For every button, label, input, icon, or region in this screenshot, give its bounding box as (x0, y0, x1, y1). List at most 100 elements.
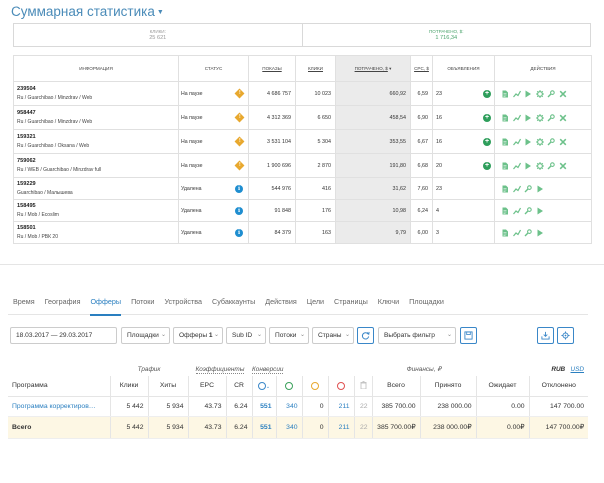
filter-offers[interactable]: Офферы 1 ⌄ (173, 327, 223, 344)
col-spent[interactable]: ПОТРАЧЕНО, $ ▾ (335, 55, 411, 82)
save-filter-button[interactable] (460, 327, 477, 344)
col-total[interactable]: Всего (371, 376, 421, 397)
stats-chart-icon[interactable] (512, 90, 521, 98)
wrench-icon[interactable] (524, 228, 532, 237)
tab-6[interactable]: Действия (265, 297, 297, 306)
wrench-icon[interactable] (547, 113, 555, 122)
gear-icon[interactable] (535, 161, 544, 170)
export-button[interactable] (537, 327, 554, 344)
col-conv-all[interactable]: ⌄ (251, 376, 276, 397)
title-dropdown-caret-icon[interactable]: ▼ (156, 9, 164, 16)
play-icon[interactable] (524, 90, 532, 98)
cell-conv-rej[interactable]: 211 (327, 396, 355, 417)
total-conv-all[interactable]: 551 (251, 416, 276, 439)
stats-chart-icon[interactable] (512, 207, 521, 215)
currency-usd[interactable]: USD (570, 365, 585, 373)
choose-filter-select[interactable]: Выбрать фильтр ⌄ (378, 327, 456, 344)
campaign-id[interactable]: 239504 (17, 86, 36, 92)
gear-icon[interactable] (535, 137, 544, 146)
info-icon[interactable]: i (235, 228, 243, 237)
gear-icon[interactable] (535, 113, 544, 122)
settings-button[interactable] (557, 327, 574, 344)
add-ad-button[interactable]: + (483, 161, 491, 170)
add-ad-button[interactable]: + (483, 137, 491, 146)
warning-icon[interactable]: ! (234, 112, 245, 122)
filter-platforms[interactable]: Площадки ⌄ (121, 327, 170, 344)
wrench-icon[interactable] (547, 161, 555, 170)
play-icon[interactable] (524, 162, 532, 170)
program-link[interactable]: Программа корректиров… (8, 396, 110, 417)
total-conv-rej[interactable]: 211 (327, 416, 355, 439)
play-icon[interactable] (536, 185, 544, 193)
filter-countries[interactable]: Страны ⌄ (312, 327, 354, 344)
add-ad-button[interactable]: + (483, 89, 491, 98)
col-clicks[interactable]: Клики (109, 376, 148, 397)
col-impressions[interactable]: ПОКАЗЫ (248, 55, 296, 82)
gear-icon[interactable] (535, 89, 544, 98)
col-hits[interactable]: Хиты (147, 376, 188, 397)
stats-chart-icon[interactable] (512, 229, 521, 237)
warning-icon[interactable]: ! (234, 88, 245, 98)
document-icon[interactable] (501, 229, 509, 237)
info-icon[interactable]: i (235, 184, 243, 193)
tab-4[interactable]: Устройства (164, 297, 203, 306)
tab-9[interactable]: Ключи (377, 297, 400, 306)
tab-8[interactable]: Страницы (334, 297, 368, 306)
document-icon[interactable] (501, 185, 509, 193)
col-pending[interactable]: Ожидает (475, 376, 530, 397)
play-icon[interactable] (536, 229, 544, 237)
tab-10[interactable]: Площадки (409, 297, 444, 306)
tab-2[interactable]: Офферы (90, 293, 122, 316)
close-icon[interactable] (559, 162, 567, 170)
campaign-id[interactable]: 159229 (17, 181, 36, 187)
col-conv-trash[interactable] (353, 376, 373, 397)
tab-1[interactable]: География (44, 297, 81, 306)
play-icon[interactable] (524, 138, 532, 146)
document-icon[interactable] (501, 114, 509, 122)
currency-rub[interactable]: RUB (551, 365, 566, 373)
col-conv-ok[interactable] (275, 376, 303, 397)
document-icon[interactable] (501, 207, 509, 215)
col-accepted[interactable]: Принято (419, 376, 477, 397)
total-conv-ok[interactable]: 340 (275, 416, 303, 439)
tab-3[interactable]: Потоки (131, 297, 155, 306)
tab-7[interactable]: Цели (306, 297, 325, 306)
col-conv-wait[interactable] (301, 376, 329, 397)
wrench-icon[interactable] (547, 137, 555, 146)
col-cr[interactable]: CR (225, 376, 252, 397)
tab-5[interactable]: Субаккаунты (212, 297, 256, 306)
filter-streams[interactable]: Потоки ⌄ (269, 327, 309, 344)
col-epc[interactable]: EPC (187, 376, 226, 397)
stats-chart-icon[interactable] (512, 114, 521, 122)
col-rejected[interactable]: Отклонено (528, 376, 589, 397)
stats-chart-icon[interactable] (512, 138, 521, 146)
date-range-picker[interactable]: 18.03.2017 — 29.03.2017 (10, 327, 117, 344)
warning-icon[interactable]: ! (234, 136, 245, 146)
wrench-icon[interactable] (524, 206, 532, 215)
col-cpc[interactable]: CPC, $ (410, 55, 433, 82)
stats-chart-icon[interactable] (512, 162, 521, 170)
campaign-id[interactable]: 958447 (17, 110, 36, 116)
col-clicks[interactable]: КЛИКИ (295, 55, 336, 82)
info-icon[interactable]: i (235, 206, 243, 215)
campaign-id[interactable]: 158495 (17, 203, 36, 209)
filter-subid[interactable]: Sub ID ⌄ (226, 327, 266, 344)
warning-icon[interactable]: ! (234, 160, 245, 170)
col-conv-rej[interactable] (327, 376, 355, 397)
tab-0[interactable]: Время (13, 297, 35, 306)
campaign-id[interactable]: 158501 (17, 225, 36, 231)
play-icon[interactable] (524, 114, 532, 122)
document-icon[interactable] (501, 162, 509, 170)
document-icon[interactable] (501, 138, 509, 146)
add-ad-button[interactable]: + (483, 113, 491, 122)
wrench-icon[interactable] (524, 184, 532, 193)
col-program[interactable]: Программа (8, 376, 110, 397)
cell-conv-all[interactable]: 551 (251, 396, 276, 417)
campaign-id[interactable]: 759062 (17, 158, 36, 164)
campaign-id[interactable]: 159321 (17, 134, 36, 140)
refresh-button[interactable] (357, 327, 374, 344)
close-icon[interactable] (559, 90, 567, 98)
close-icon[interactable] (559, 138, 567, 146)
wrench-icon[interactable] (547, 89, 555, 98)
document-icon[interactable] (501, 90, 509, 98)
